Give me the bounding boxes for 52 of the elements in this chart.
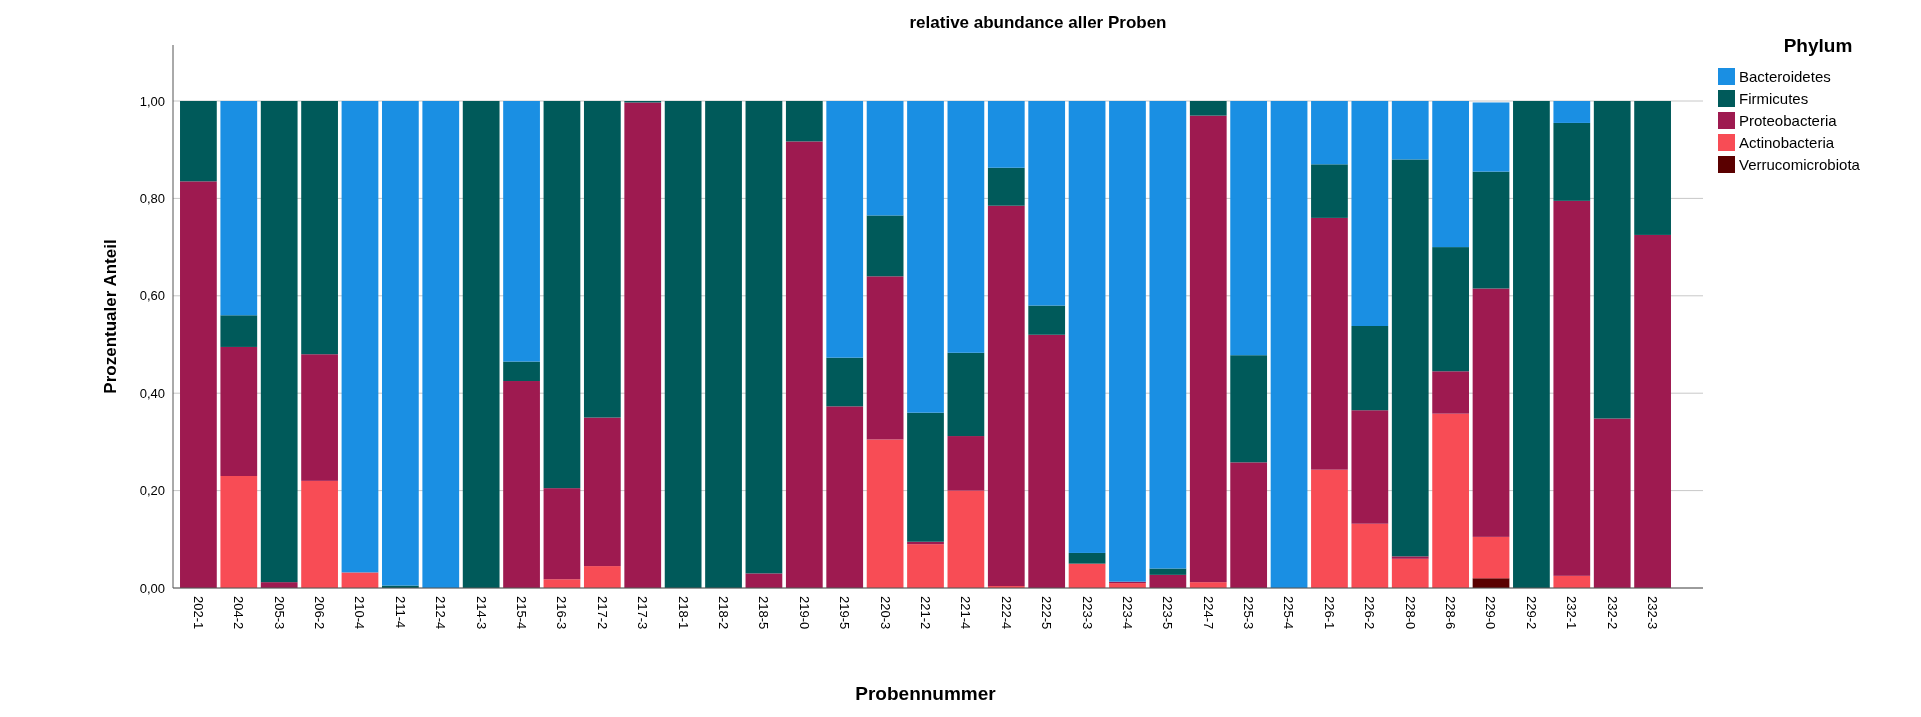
x-tick-label: 211-4 [392, 596, 408, 629]
legend-label: Firmicutes [1739, 90, 1809, 108]
x-tick-label: 220-3 [877, 596, 893, 630]
x-tick-label: 218-1 [675, 596, 691, 630]
x-tick-label: 226-1 [1321, 596, 1337, 630]
x-tick-label: 210-4 [352, 596, 368, 630]
x-tick-label: 204-2 [231, 596, 247, 630]
x-tick-label: 226-2 [1362, 596, 1378, 630]
y-tick-label: 0,60 [139, 288, 165, 304]
x-tick-label: 225-4 [1281, 596, 1297, 630]
x-tick-label: 218-5 [756, 596, 772, 630]
x-tick-label: 206-2 [312, 596, 328, 630]
x-tick-label: 232-2 [1604, 596, 1620, 630]
x-tick-label: 221-2 [917, 596, 933, 630]
x-tick-label: 225-3 [1241, 596, 1257, 630]
x-tick-label: 222-5 [1039, 596, 1055, 630]
x-tick-label: 202-1 [190, 596, 206, 630]
x-tick-label: 217-2 [594, 596, 610, 630]
y-axis-title: Prozentualer Anteil [101, 239, 120, 394]
x-tick-label: 222-4 [998, 596, 1014, 630]
legend-label: Bacteroidetes [1739, 68, 1831, 86]
legend-title: Phylum [1783, 35, 1853, 56]
x-tick-label: 224-7 [1200, 596, 1216, 630]
x-tick-label: 228-0 [1402, 596, 1418, 630]
x-tick-label: 214-3 [473, 596, 489, 630]
x-tick-label: 221-4 [958, 596, 974, 630]
x-tick-label: 205-3 [271, 596, 287, 630]
x-tick-label: 219-5 [837, 596, 853, 630]
y-tick-label: 0,00 [139, 580, 165, 596]
x-tick-label: 219-0 [796, 596, 812, 630]
x-tick-label: 216-3 [554, 596, 570, 630]
x-axis-title: Probennummer [855, 683, 997, 704]
x-tick-label: 215-4 [514, 596, 530, 630]
legend-label: Actinobacteria [1739, 134, 1835, 152]
x-tick-label: 212-4 [433, 596, 449, 630]
x-tick-label: 223-5 [1160, 596, 1176, 630]
y-tick-label: 0,80 [139, 190, 165, 206]
x-tick-label: 223-4 [1119, 596, 1135, 630]
x-tick-label: 223-3 [1079, 596, 1095, 630]
legend-label: Proteobacteria [1739, 112, 1838, 130]
x-tick-label: 217-3 [635, 596, 651, 630]
x-tick-label: 229-0 [1483, 596, 1499, 630]
chart-title: relative abundance aller Proben [909, 13, 1167, 32]
x-tick-label: 229-2 [1523, 596, 1539, 630]
x-tick-label: 232-1 [1564, 596, 1580, 630]
y-tick-label: 1,00 [139, 93, 165, 109]
x-tick-label: 228-6 [1443, 596, 1459, 630]
x-tick-label: 218-2 [715, 596, 731, 630]
y-tick-label: 0,40 [139, 385, 165, 401]
x-tick-label: 232-3 [1645, 596, 1661, 630]
y-tick-label: 0,20 [139, 483, 165, 499]
legend-label: Verrucomicrobiota [1739, 156, 1861, 174]
